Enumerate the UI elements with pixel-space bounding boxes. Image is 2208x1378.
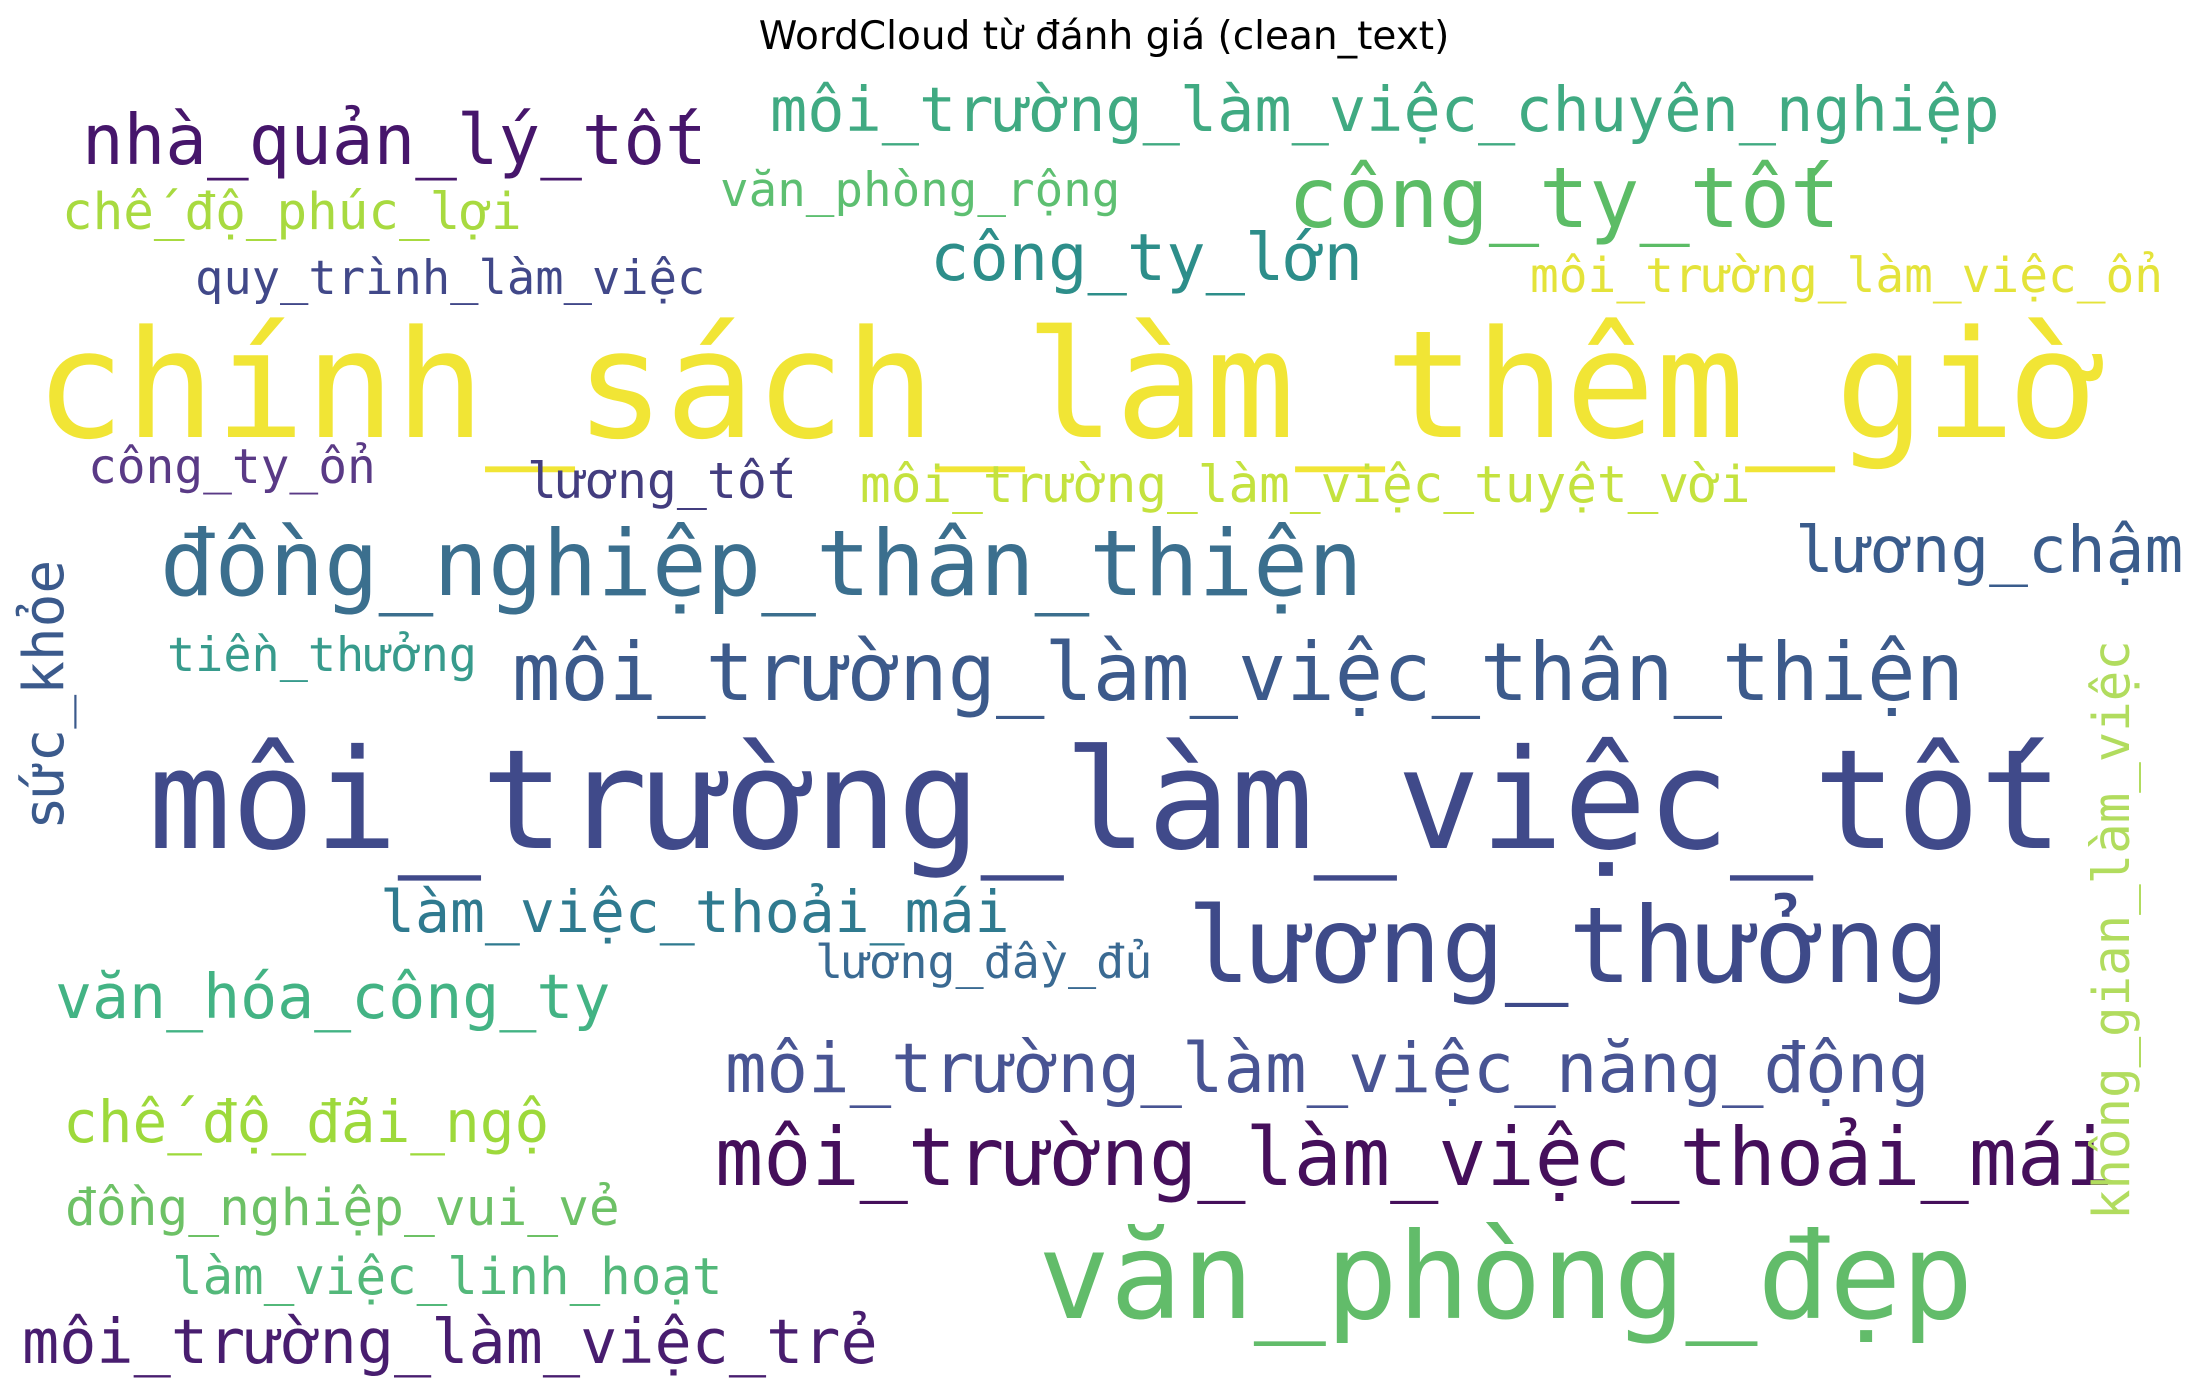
word-20: đồng_nghiệp_vui_vẻ	[65, 1178, 620, 1238]
word-26: văn_phòng_rộng	[720, 163, 1121, 218]
word-15: lương_chậm	[1795, 513, 2184, 588]
word-17: làm_việc_thoải_mái	[380, 878, 1010, 946]
word-7: môi_trường_làm_việc_thoải_mái	[715, 1111, 2114, 1204]
word-18: quy_trình_làm_việc	[195, 251, 706, 306]
word-22: lương_tốt	[527, 452, 797, 510]
word-8: công_ty_tốt	[1288, 150, 1841, 247]
word-30: không_gian_làm_việc	[2081, 640, 2141, 1220]
word-28: tiền_thưởng	[167, 629, 477, 683]
word-3: văn_phòng_đẹp	[1038, 1208, 1974, 1347]
word-16: chế_độ_đãi_ngộ	[63, 1088, 550, 1156]
word-21: làm_việc_linh_hoạt	[172, 1247, 723, 1306]
chart-title: WordCloud từ đánh giá (clean_text)	[758, 14, 1450, 59]
word-6: môi_trường_làm_việc_thân_thiện	[512, 625, 1964, 719]
word-25: công_ty_ổn	[88, 440, 376, 495]
word-24: môi_trường_làm_việc_ổn	[1530, 249, 2164, 304]
word-11: môi_trường_làm_việc_năng_động	[725, 1029, 1930, 1109]
word-5: đồng_nghiệp_thân_thiện	[160, 512, 1363, 617]
word-13: công_ty_lớn	[930, 220, 1364, 296]
word-12: văn_hóa_công_ty	[55, 961, 611, 1033]
word-9: nhà_quản_lý_tốt	[82, 101, 707, 181]
word-10: môi_trường_làm_việc_chuyên_nghiệp	[770, 74, 2000, 146]
word-4: lương_thưởng	[1187, 884, 1950, 1007]
word-29: sức_khỏe	[11, 559, 77, 830]
word-2: môi_trường_làm_việc_tốt	[148, 720, 2064, 881]
word-14: môi_trường_làm_việc_trẻ	[22, 1306, 878, 1378]
word-19: chế_độ_phúc_lợi	[62, 183, 522, 242]
word-27: lương_đầy_đủ	[815, 936, 1153, 990]
word-23: môi_trường_làm_việc_tuyệt_vời	[860, 456, 1751, 515]
word-1: chính_sách_làm_thêm_giờ	[35, 299, 2106, 473]
